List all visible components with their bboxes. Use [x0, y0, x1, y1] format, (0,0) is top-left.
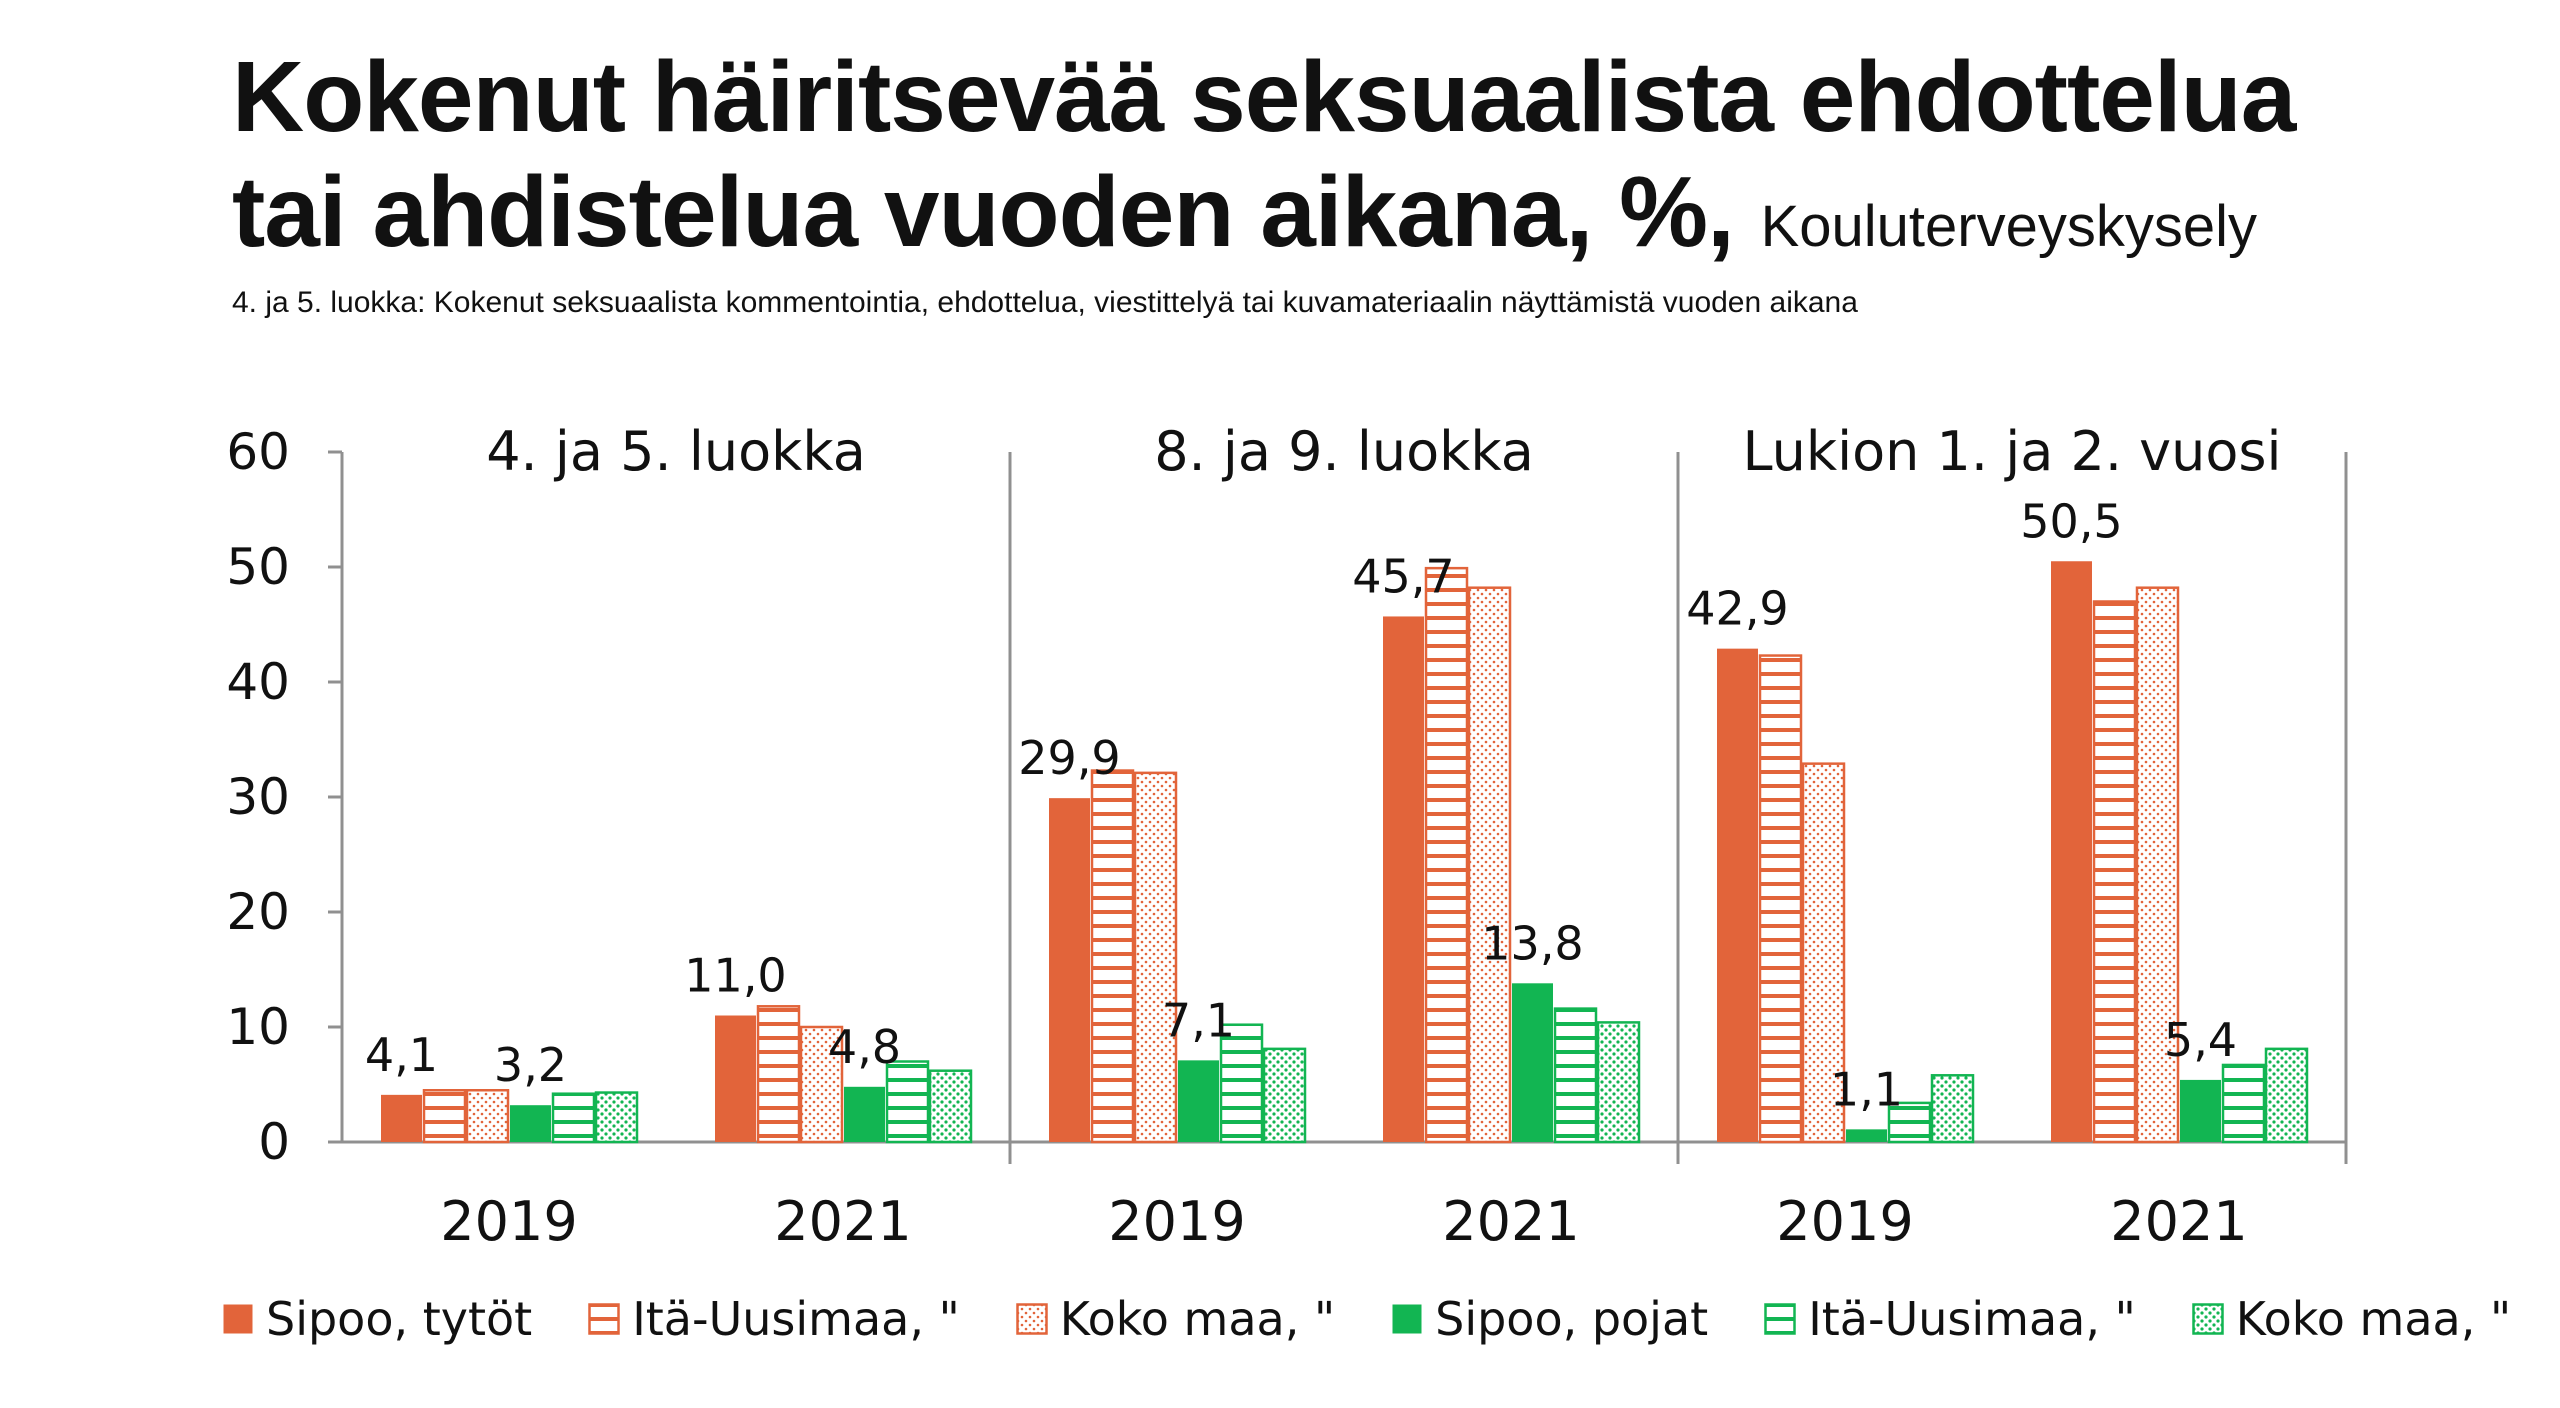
data-label: 7,1: [1162, 993, 1235, 1047]
y-tick-label: 10: [226, 998, 290, 1056]
legend-swatch: [2192, 1303, 2224, 1335]
bar[interactable]: [2180, 1079, 2221, 1142]
legend-swatch: [588, 1303, 620, 1335]
bar[interactable]: [1596, 1021, 1641, 1144]
bar[interactable]: [2135, 586, 2180, 1144]
legend-item: Koko maa, ": [2192, 1292, 2511, 1346]
legend-label: Sipoo, pojat: [1435, 1292, 1709, 1346]
bar[interactable]: [2051, 561, 2092, 1142]
group-label: 8. ja 9. luokka: [1154, 420, 1534, 483]
y-tick-label: 30: [226, 768, 290, 826]
bar[interactable]: [1887, 1101, 1932, 1144]
data-label: 50,5: [2020, 494, 2122, 548]
legend-label: Itä-Uusimaa, ": [1808, 1292, 2136, 1346]
legend-swatch: [222, 1303, 254, 1335]
legend-label: Koko maa, ": [1059, 1292, 1336, 1346]
bar[interactable]: [510, 1105, 551, 1142]
year-label: 2019: [1108, 1190, 1245, 1253]
group-label: Lukion 1. ja 2. vuosi: [1742, 420, 2281, 483]
legend-label: Itä-Uusimaa, ": [632, 1292, 960, 1346]
data-label: 1,1: [1830, 1062, 1903, 1116]
data-label: 3,2: [494, 1038, 567, 1092]
y-tick-label: 60: [226, 423, 290, 481]
bar[interactable]: [1178, 1060, 1219, 1142]
bar[interactable]: [1090, 769, 1135, 1144]
bar[interactable]: [844, 1086, 885, 1142]
bar[interactable]: [756, 1005, 801, 1144]
bar[interactable]: [381, 1094, 422, 1142]
chart-title: Kokenut häiritsevää seksuaalista ehdotte…: [232, 40, 2296, 284]
bar[interactable]: [1930, 1074, 1975, 1144]
chart-legend: Sipoo, tytöt Itä-Uusimaa, " Koko maa, " Sip…: [222, 1292, 2511, 1346]
data-label: 5,4: [2164, 1013, 2237, 1067]
bar[interactable]: [465, 1089, 510, 1144]
bar[interactable]: [1758, 654, 1803, 1144]
bar[interactable]: [2264, 1047, 2309, 1144]
legend-item: Koko maa, ": [1016, 1292, 1335, 1346]
y-tick-label: 50: [226, 538, 290, 596]
legend-item: Itä-Uusimaa, ": [1764, 1292, 2136, 1346]
bar[interactable]: [1717, 648, 1758, 1142]
bar[interactable]: [594, 1091, 639, 1144]
data-label: 29,9: [1018, 731, 1120, 785]
bar[interactable]: [1219, 1023, 1264, 1144]
data-label: 11,0: [684, 949, 786, 1003]
bar[interactable]: [551, 1092, 596, 1144]
data-label: 45,7: [1352, 549, 1454, 603]
title-line-2: tai ahdistelua vuoden aikana, %,: [232, 156, 1735, 268]
legend-swatch: [1391, 1303, 1423, 1335]
legend-item: Sipoo, pojat: [1391, 1292, 1708, 1346]
bar[interactable]: [1049, 798, 1090, 1142]
group-label: 4. ja 5. luokka: [486, 420, 866, 483]
bar[interactable]: [885, 1060, 930, 1144]
y-tick-label: 20: [226, 883, 290, 941]
bar[interactable]: [1512, 983, 1553, 1142]
bar[interactable]: [2092, 600, 2137, 1144]
bar[interactable]: [1424, 566, 1469, 1144]
legend-swatch: [1764, 1303, 1796, 1335]
legend-label: Koko maa, ": [2235, 1292, 2512, 1346]
bar[interactable]: [1262, 1047, 1307, 1144]
legend-item: Itä-Uusimaa, ": [588, 1292, 960, 1346]
year-label: 2019: [1776, 1190, 1913, 1253]
bar[interactable]: [1467, 586, 1512, 1144]
chart-subtitle: 4. ja 5. luokka: Kokenut seksuaalista ko…: [232, 286, 1858, 319]
data-label: 4,1: [365, 1028, 438, 1082]
data-label: 13,8: [1481, 916, 1583, 970]
bar[interactable]: [799, 1025, 844, 1144]
bar[interactable]: [928, 1069, 973, 1144]
y-tick-label: 40: [226, 653, 290, 711]
data-label: 42,9: [1686, 582, 1788, 636]
bar[interactable]: [1801, 762, 1846, 1144]
bar[interactable]: [1383, 616, 1424, 1142]
bar[interactable]: [422, 1089, 467, 1144]
bar[interactable]: [2221, 1063, 2266, 1144]
bar[interactable]: [1553, 1007, 1598, 1144]
year-label: 2019: [440, 1190, 577, 1253]
year-label: 2021: [1442, 1190, 1579, 1253]
y-tick-label: 0: [258, 1113, 290, 1171]
year-label: 2021: [774, 1190, 911, 1253]
year-label: 2021: [2110, 1190, 2247, 1253]
title-source: Kouluterveyskysely: [1760, 194, 2258, 259]
legend-swatch: [1016, 1303, 1048, 1335]
bar-chart: 0 10 20 30 40 50 60 4. ja 5. luokka 2019 2021 8. j…: [226, 420, 2348, 1253]
legend-label: Sipoo, tytöt: [266, 1292, 533, 1346]
bar[interactable]: [715, 1015, 756, 1143]
title-line-1: Kokenut häiritsevää seksuaalista ehdotte…: [232, 41, 2296, 153]
bar[interactable]: [1846, 1129, 1887, 1142]
data-label: 4,8: [828, 1020, 901, 1074]
bar[interactable]: [1133, 771, 1178, 1144]
legend-item: Sipoo, tytöt: [222, 1292, 532, 1346]
